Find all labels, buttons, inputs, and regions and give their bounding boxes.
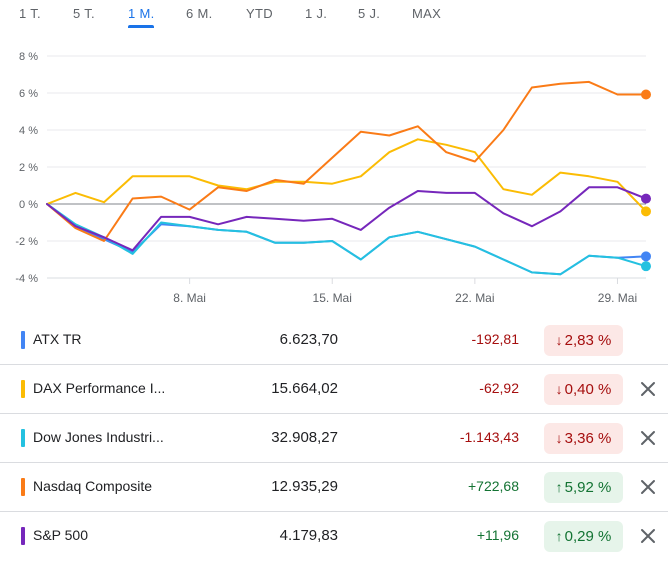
series-end-point-s-p-500 — [641, 193, 651, 204]
series-color-swatch — [21, 331, 25, 349]
series-line-dax-performance-i — [46, 138, 647, 213]
x-tick-label: 29. Mai — [598, 291, 637, 305]
tab-max[interactable]: MAX — [412, 6, 442, 21]
arrow-down-icon: ↓ — [555, 332, 563, 348]
percent-change-badge: ↓ 0,40 % — [544, 374, 623, 405]
percent-change-value: 3,36 % — [564, 430, 612, 447]
list-row-nasdaq[interactable]: Nasdaq Composite 12.935,29 +722,68 ↑ 5,92… — [0, 463, 668, 512]
active-tab-indicator — [128, 25, 154, 28]
series-line-nasdaq-composite — [46, 80, 647, 242]
percent-change-badge: ↓ 3,36 % — [544, 423, 623, 454]
series-line-dow-jones-industri — [46, 203, 647, 276]
x-tick-label: 15. Mai — [313, 291, 352, 305]
series-color-swatch — [21, 380, 25, 398]
x-tick-label: 8. Mai — [173, 291, 206, 305]
tab-5-days[interactable]: 5 T. — [73, 6, 95, 21]
series-end-point-nasdaq-composite — [641, 89, 651, 100]
price-change: -192,81 — [471, 331, 519, 347]
instrument-name: Nasdaq Composite — [33, 478, 153, 494]
arrow-down-icon: ↓ — [555, 381, 563, 397]
series-end-point-dax-performance-i — [641, 206, 651, 217]
instrument-price: 32.908,27 — [271, 429, 338, 446]
percent-change-badge: ↓ 2,83 % — [544, 325, 623, 356]
series-line-s-p-500 — [46, 186, 647, 252]
y-tick-label: 8 % — [19, 51, 38, 63]
list-row-atx[interactable]: ATX TR 6.623,70 -192,81 ↓ 2,83 % — [0, 316, 668, 365]
series-end-point-atx-tr — [641, 251, 651, 262]
remove-comparison-close-icon[interactable] — [637, 525, 659, 547]
instrument-price: 6.623,70 — [279, 331, 338, 348]
price-change: +722,68 — [468, 478, 519, 494]
x-tick-label: 22. Mai — [455, 291, 494, 305]
price-change: -62,92 — [479, 380, 519, 396]
remove-comparison-close-icon[interactable] — [637, 378, 659, 400]
remove-comparison-close-icon[interactable] — [637, 427, 659, 449]
price-change: +11,96 — [476, 527, 519, 543]
performance-chart: 8 % 6 % 4 % 2 % 0 % -2 % -4 % 8. Mai 15. Mai 22. … — [15, 51, 651, 305]
instrument-price: 4.179,83 — [279, 527, 338, 544]
instrument-price: 15.664,02 — [271, 380, 338, 397]
y-tick-label: 2 % — [19, 162, 38, 174]
percent-change-value: 0,40 % — [564, 381, 612, 398]
y-tick-label: -4 % — [15, 273, 38, 285]
instrument-name: Dow Jones Industri... — [33, 429, 164, 445]
percent-change-badge: ↑ 0,29 % — [544, 521, 623, 552]
arrow-down-icon: ↓ — [555, 430, 563, 446]
percent-change-badge: ↑ 5,92 % — [544, 472, 623, 503]
series-color-swatch — [21, 429, 25, 447]
y-tick-label: 6 % — [19, 88, 38, 100]
instrument-name: S&P 500 — [33, 527, 89, 543]
tab-6-months[interactable]: 6 M. — [186, 6, 213, 21]
series-end-point-dow-jones-industri — [641, 261, 651, 272]
percent-change-value: 2,83 % — [564, 332, 612, 349]
arrow-up-icon: ↑ — [555, 479, 563, 495]
comparison-list: ATX TR 6.623,70 -192,81 ↓ 2,83 % DAX Perf… — [0, 316, 668, 560]
list-row-dax[interactable]: DAX Performance I... 15.664,02 -62,92 ↓ 0… — [0, 365, 668, 414]
percent-change-value: 5,92 % — [564, 479, 612, 496]
instrument-price: 12.935,29 — [271, 478, 338, 495]
tab-1-year[interactable]: 1 J. — [305, 6, 328, 21]
series-color-swatch — [21, 527, 25, 545]
list-row-sp500[interactable]: S&P 500 4.179,83 +11,96 ↑ 0,29 % — [0, 512, 668, 560]
tab-ytd[interactable]: YTD — [246, 6, 273, 21]
arrow-up-icon: ↑ — [555, 528, 563, 544]
series-color-swatch — [21, 478, 25, 496]
instrument-name: ATX TR — [33, 331, 82, 347]
price-change: -1.143,43 — [459, 429, 519, 445]
remove-comparison-close-icon[interactable] — [637, 476, 659, 498]
instrument-name: DAX Performance I... — [33, 380, 166, 396]
y-tick-label: 0 % — [19, 199, 38, 211]
tab-5-years[interactable]: 5 J. — [358, 6, 381, 21]
y-tick-label: -2 % — [15, 236, 38, 248]
range-tabs: 1 T. 5 T. 1 M. 6 M. YTD 1 J. 5 J. MAX — [0, 0, 668, 34]
tab-1-day[interactable]: 1 T. — [19, 6, 41, 21]
tab-1-month[interactable]: 1 M. — [128, 6, 155, 21]
y-tick-label: 4 % — [19, 125, 38, 137]
list-row-dow-jones[interactable]: Dow Jones Industri... 32.908,27 -1.143,4… — [0, 414, 668, 463]
percent-change-value: 0,29 % — [564, 528, 612, 545]
